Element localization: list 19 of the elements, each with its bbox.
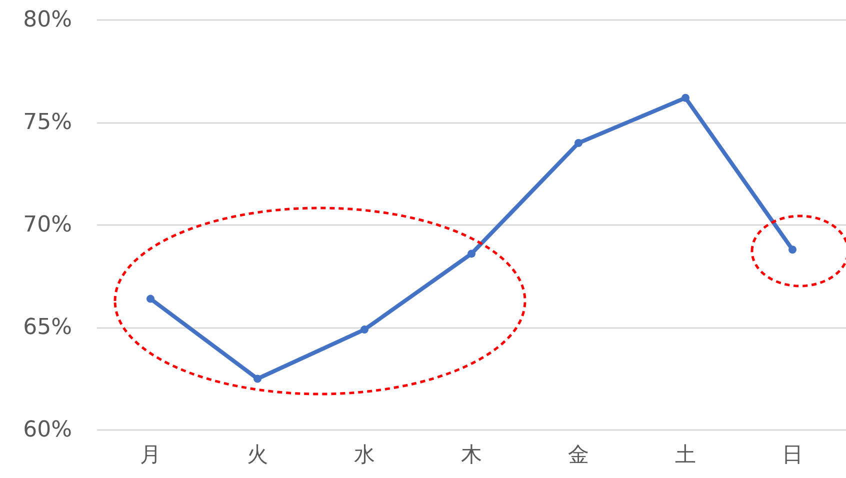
point [360, 326, 368, 334]
y-tick-label: 80% [23, 8, 72, 32]
y-tick-label: 60% [23, 418, 72, 442]
point [574, 139, 582, 147]
y-tick-label: 65% [23, 315, 72, 340]
point [788, 246, 796, 254]
y-tick-label: 75% [23, 110, 72, 135]
x-tick-label: 金 [568, 442, 589, 466]
x-tick-label: 水 [354, 442, 375, 466]
x-tick-label: 月 [140, 442, 161, 466]
y-tick-label: 70% [23, 212, 72, 238]
point [682, 94, 690, 102]
point [468, 250, 476, 258]
point [146, 294, 154, 303]
point [254, 374, 262, 383]
x-tick-label: 土 [675, 442, 696, 466]
x-tick-label: 火 [247, 442, 268, 466]
x-tick-label: 日 [782, 442, 803, 466]
x-tick-label: 木 [461, 442, 482, 466]
